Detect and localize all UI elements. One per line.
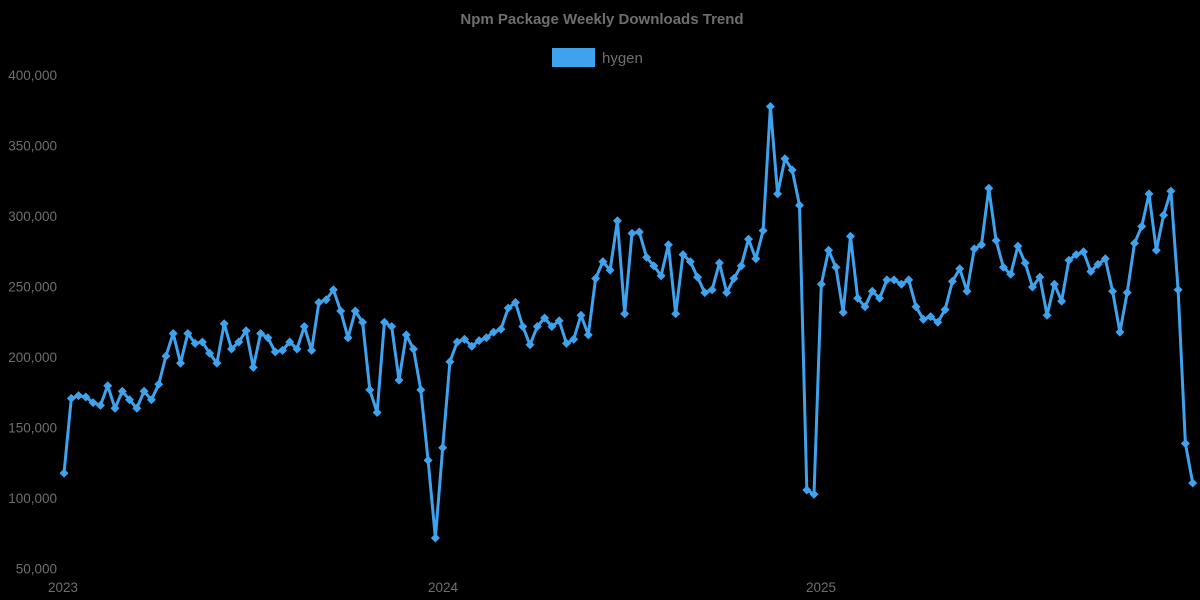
series-path (62, 105, 1195, 540)
y-axis: 400,000 350,000 300,000 250,000 200,000 … (8, 68, 57, 577)
x-tick-2023: 2023 (48, 580, 78, 595)
x-axis: 2023 2024 2025 (48, 580, 836, 595)
y-tick-50000: 50,000 (16, 562, 57, 577)
hygen-series-line (59, 102, 1198, 543)
y-tick-100000: 100,000 (8, 491, 57, 506)
y-tick-300000: 300,000 (8, 209, 57, 224)
legend-item-hygen[interactable]: hygen (552, 48, 643, 67)
y-tick-400000: 400,000 (8, 68, 57, 83)
chart-title: Npm Package Weekly Downloads Trend (460, 11, 743, 28)
y-tick-250000: 250,000 (8, 280, 57, 295)
legend-swatch[interactable] (552, 48, 595, 67)
y-tick-350000: 350,000 (8, 139, 57, 154)
y-tick-150000: 150,000 (8, 421, 57, 436)
x-tick-2025: 2025 (806, 580, 836, 595)
legend-label[interactable]: hygen (602, 50, 643, 67)
y-tick-200000: 200,000 (8, 350, 57, 365)
series-markers (59, 102, 1198, 543)
x-tick-2024: 2024 (428, 580, 459, 595)
